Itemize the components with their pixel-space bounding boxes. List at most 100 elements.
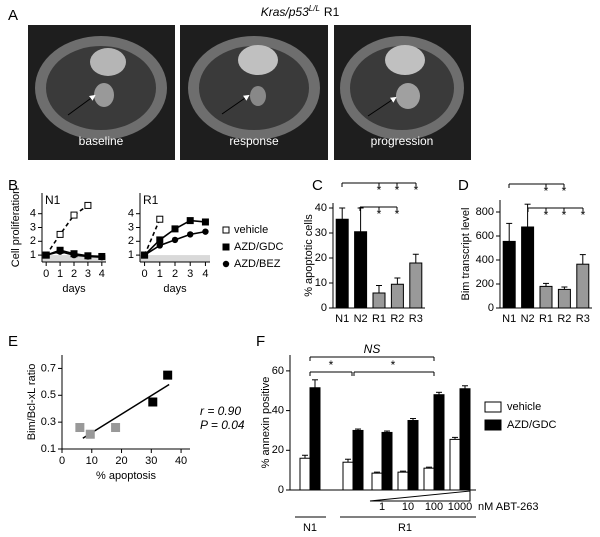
legend-swatch	[484, 401, 502, 413]
y-tick-label: 1	[128, 249, 134, 261]
bar	[433, 394, 445, 491]
annotation: *	[395, 183, 400, 197]
bar	[459, 388, 471, 491]
panel-letter: E	[8, 333, 18, 350]
marker	[156, 242, 163, 249]
y-axis-label: Bim/Bcl-xL ratio	[26, 364, 38, 441]
marker	[156, 236, 164, 244]
marker	[171, 236, 179, 244]
marker	[222, 226, 230, 234]
annotation: *	[391, 358, 396, 372]
y-axis-label: Cell proliferation	[10, 188, 22, 267]
image-title: Kras/p53L/L R1	[261, 4, 340, 20]
marker	[75, 423, 85, 433]
y-tick-label: 30	[315, 227, 327, 239]
marker	[42, 251, 50, 259]
group-label: N1	[303, 522, 317, 534]
marker	[56, 230, 64, 238]
y-tick-label: 600	[476, 230, 494, 242]
bar	[502, 240, 516, 309]
trendline	[82, 383, 170, 439]
y-tick-label: 40	[272, 404, 284, 416]
marker	[56, 248, 64, 255]
x-tick-label: 2	[71, 268, 77, 280]
bar	[397, 471, 409, 491]
y-tick-label: 0.1	[41, 443, 56, 455]
marker	[222, 260, 230, 268]
x-tick-label: R3	[576, 313, 590, 325]
x-tick-label: 100	[425, 501, 443, 513]
shaded-region	[140, 255, 210, 262]
title-superscript: L/L	[309, 4, 320, 13]
marker	[156, 215, 164, 223]
marker	[201, 218, 209, 226]
bar	[407, 420, 419, 491]
x-tick-label: 1	[379, 501, 385, 513]
bar	[390, 283, 404, 309]
marker	[70, 211, 78, 219]
x-axis-label: days	[163, 283, 187, 295]
subplot-title: R1	[143, 193, 159, 207]
annotation: P = 0.04	[200, 418, 245, 432]
y-tick-label: 0	[278, 484, 284, 496]
y-tick-label: 60	[272, 365, 284, 377]
panel-letter: A	[8, 7, 18, 24]
marker	[84, 253, 92, 260]
x-tick-label: 3	[187, 268, 193, 280]
image-label: progression	[371, 134, 434, 148]
panel-letter: D	[458, 177, 469, 194]
annotation: *	[377, 207, 382, 221]
y-tick-label: 20	[272, 444, 284, 456]
mri-image: response	[180, 25, 328, 160]
y-tick-label: 0.7	[41, 362, 56, 374]
annotation: NS	[364, 342, 381, 356]
x-tick-label: 10	[86, 455, 98, 467]
x-tick-label: 4	[202, 268, 208, 280]
marker	[148, 397, 158, 407]
marker	[111, 423, 121, 433]
x-axis-label: % apoptosis	[96, 470, 156, 482]
x-axis-label: days	[62, 283, 86, 295]
y-tick-label: 20	[315, 252, 327, 264]
marker	[70, 251, 78, 259]
bar	[309, 387, 321, 491]
legend-label: vehicle	[507, 401, 541, 413]
x-tick-label: 1000	[448, 501, 472, 513]
x-tick-label: 3	[85, 268, 91, 280]
bar	[299, 457, 311, 491]
bar	[449, 438, 461, 491]
x-tick-label: 0	[43, 268, 49, 280]
bar	[521, 226, 535, 309]
bar	[576, 263, 590, 309]
annotation: *	[562, 184, 567, 198]
marker	[98, 253, 106, 261]
y-tick-label: 3	[30, 221, 36, 233]
y-tick-label: 3	[128, 221, 134, 233]
x-tick-label: 0	[142, 268, 148, 280]
annotation: r = 0.90	[200, 404, 241, 418]
x-tick-label: R1	[539, 313, 553, 325]
annotation: *	[395, 207, 400, 221]
bar	[381, 431, 393, 491]
y-axis-label: % annexin positive	[260, 377, 272, 469]
image-label: response	[229, 134, 279, 148]
annotation: *	[414, 183, 419, 197]
y-tick-label: 0	[321, 302, 327, 314]
x-tick-label: 1	[57, 268, 63, 280]
marker	[187, 231, 194, 238]
legend-label: AZD/BEZ	[234, 258, 281, 270]
annotation: *	[544, 184, 549, 198]
annotation: *	[329, 358, 334, 372]
x-tick-label: 4	[99, 268, 105, 280]
marker	[186, 217, 194, 225]
y-tick-label: 40	[315, 202, 327, 214]
bar	[557, 288, 571, 309]
title-gene: Kras/p53	[261, 5, 309, 19]
y-tick-label: 2	[128, 235, 134, 247]
marker	[85, 429, 95, 439]
subplot-title: N1	[45, 193, 61, 207]
marker	[141, 251, 148, 259]
panel-letter: B	[8, 177, 18, 194]
y-tick-label: 1	[30, 249, 36, 261]
